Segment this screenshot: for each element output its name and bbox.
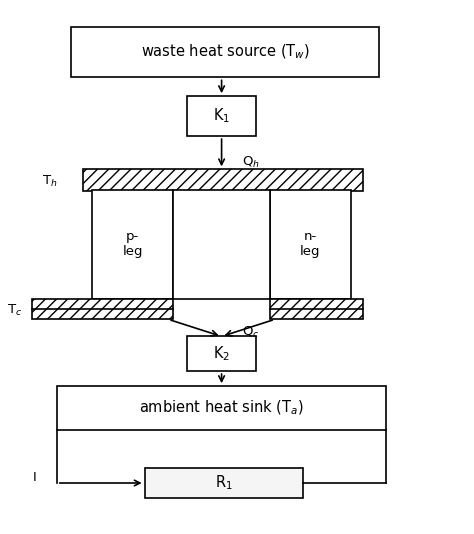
Text: Q$_c$: Q$_c$ [242, 325, 259, 340]
Bar [270, 190, 351, 299]
Bar [145, 468, 303, 498]
Bar [71, 27, 379, 77]
Text: T$_h$: T$_h$ [42, 174, 57, 189]
Bar [83, 169, 363, 191]
Text: I: I [32, 472, 36, 484]
Bar [270, 299, 363, 319]
Text: T$_c$: T$_c$ [7, 303, 22, 318]
Text: waste heat source (T$_w$): waste heat source (T$_w$) [141, 43, 310, 61]
Bar [92, 190, 173, 299]
Text: n-
leg: n- leg [300, 230, 321, 258]
Text: R$_1$: R$_1$ [215, 474, 233, 492]
Text: K$_2$: K$_2$ [213, 344, 230, 363]
Bar [57, 386, 386, 430]
Bar [173, 190, 270, 299]
Bar [32, 299, 173, 319]
Text: K$_1$: K$_1$ [213, 107, 230, 125]
Bar [187, 96, 256, 136]
Text: ambient heat sink (T$_a$): ambient heat sink (T$_a$) [139, 399, 304, 417]
Bar [187, 336, 256, 371]
Text: p-
leg: p- leg [122, 230, 143, 258]
Text: Q$_h$: Q$_h$ [242, 155, 260, 170]
